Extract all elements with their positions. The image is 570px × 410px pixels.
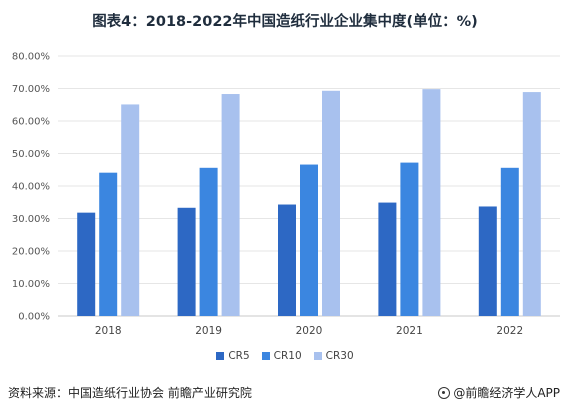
brand-credit: @前瞻经济学人APP — [438, 384, 560, 401]
y-tick-label: 70.00% — [12, 84, 50, 95]
brand-label: @前瞻经济学人APP — [453, 386, 560, 400]
y-tick-label: 10.00% — [12, 279, 50, 290]
bar-cr30-2019 — [221, 94, 240, 317]
brand-logo-icon — [438, 386, 451, 399]
legend-swatch — [313, 352, 322, 360]
x-tick-label: 2019 — [195, 325, 222, 337]
y-tick-label: 50.00% — [12, 149, 50, 160]
bar-cr30-2020 — [322, 90, 340, 317]
chart-title: 图表4：2018-2022年中国造纸行业企业集中度(单位：%) — [92, 14, 478, 30]
legend-item-cr10: CR10 — [261, 350, 302, 362]
bar-cr30-2022 — [522, 92, 541, 316]
y-tick-label: 20.00% — [12, 247, 50, 258]
bar-cr5-2018 — [77, 212, 96, 316]
legend-swatch — [216, 352, 225, 360]
x-tick-label: 2018 — [95, 325, 122, 337]
bar-cr5-2021 — [378, 202, 397, 316]
bars — [77, 89, 541, 317]
y-tick-label: 80.00% — [12, 52, 50, 63]
bar-cr10-2022 — [500, 167, 519, 316]
y-axis-ticks: 0.00% 10.00% 20.00% 30.00% 40.00% 50.00% 60.00… — [12, 52, 50, 323]
y-tick-label: 40.00% — [12, 182, 50, 193]
y-tick-label: 0.00% — [18, 312, 50, 323]
y-tick-label: 30.00% — [12, 214, 50, 225]
legend-swatch — [261, 352, 270, 360]
legend-label: CR5 — [228, 350, 250, 362]
bar-cr5-2020 — [278, 204, 296, 316]
bar-cr5-2022 — [478, 206, 497, 316]
x-axis-ticks: 2018 2019 2020 2021 2022 — [95, 325, 523, 337]
legend-label: CR10 — [273, 350, 302, 362]
legend-label: CR30 — [325, 350, 354, 362]
bar-cr10-2021 — [400, 162, 419, 316]
bar-cr30-2018 — [121, 104, 140, 316]
bar-cr5-2019 — [177, 207, 196, 316]
bar-cr10-2018 — [99, 172, 118, 316]
x-tick-label: 2022 — [496, 325, 523, 337]
y-tick-label: 60.00% — [12, 117, 50, 128]
x-tick-label: 2021 — [396, 325, 423, 337]
bar-cr10-2020 — [300, 164, 318, 316]
bar-cr30-2021 — [422, 89, 441, 317]
legend: CR5 CR10 CR30 — [0, 350, 570, 362]
legend-item-cr5: CR5 — [216, 350, 250, 362]
source-note: 资料来源：中国造纸行业协会 前瞻产业研究院 — [8, 386, 252, 400]
bar-cr10-2019 — [199, 167, 218, 316]
legend-item-cr30: CR30 — [313, 350, 354, 362]
x-tick-label: 2020 — [296, 325, 323, 337]
